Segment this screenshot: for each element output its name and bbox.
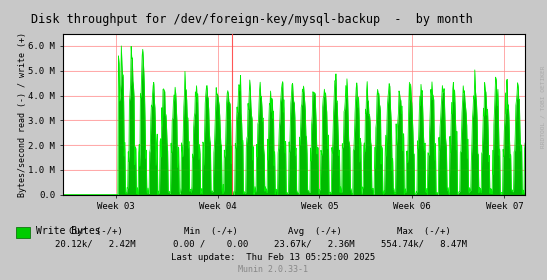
Text: Last update:  Thu Feb 13 05:25:00 2025: Last update: Thu Feb 13 05:25:00 2025 <box>171 253 376 262</box>
Text: 23.67k/   2.36M: 23.67k/ 2.36M <box>274 240 355 249</box>
Text: Munin 2.0.33-1: Munin 2.0.33-1 <box>238 265 309 274</box>
Text: Min  (-/+): Min (-/+) <box>184 227 237 236</box>
Text: Cur  (-/+): Cur (-/+) <box>69 227 123 236</box>
Text: Disk throughput for /dev/foreign-key/mysql-backup  -  by month: Disk throughput for /dev/foreign-key/mys… <box>31 13 473 25</box>
Text: Max  (-/+): Max (-/+) <box>397 227 451 236</box>
Text: Avg  (-/+): Avg (-/+) <box>288 227 341 236</box>
Text: 0.00 /    0.00: 0.00 / 0.00 <box>173 240 248 249</box>
Text: RRDTOOL / TOBI OETIKER: RRDTOOL / TOBI OETIKER <box>541 65 546 148</box>
Text: 20.12k/   2.42M: 20.12k/ 2.42M <box>55 240 136 249</box>
Text: 554.74k/   8.47M: 554.74k/ 8.47M <box>381 240 467 249</box>
Y-axis label: Bytes/second read (-) / write (+): Bytes/second read (-) / write (+) <box>18 32 27 197</box>
Text: Write Bytes: Write Bytes <box>36 226 100 236</box>
